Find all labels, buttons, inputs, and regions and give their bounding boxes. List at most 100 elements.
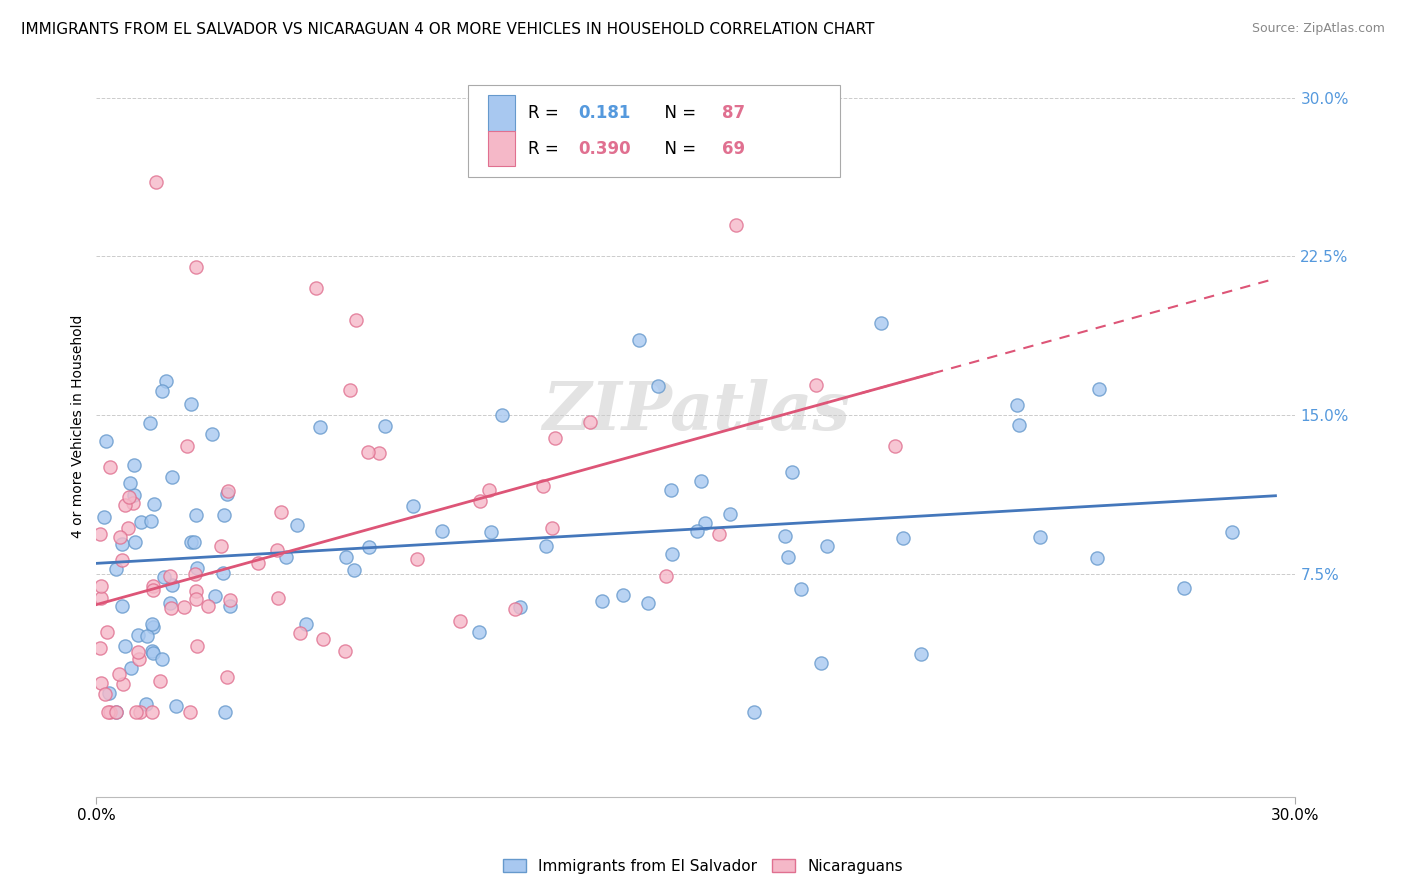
Point — [184, 566, 207, 581]
Point — [612, 588, 634, 602]
Point — [93, 687, 115, 701]
Point — [309, 420, 332, 434]
Point — [707, 527, 730, 541]
Point — [105, 705, 128, 719]
Point — [344, 313, 367, 327]
Point — [114, 498, 136, 512]
Point — [122, 458, 145, 472]
Point — [1085, 550, 1108, 565]
Point — [288, 626, 311, 640]
Point — [186, 560, 208, 574]
Point — [159, 568, 181, 582]
Point — [117, 521, 139, 535]
Point — [333, 644, 356, 658]
Point — [637, 596, 659, 610]
Point — [129, 515, 152, 529]
Point — [470, 494, 492, 508]
Text: R =: R = — [529, 140, 564, 158]
Point — [467, 624, 489, 639]
Point — [186, 260, 208, 274]
Point — [97, 686, 120, 700]
Point — [780, 465, 803, 479]
Point — [176, 439, 198, 453]
Point — [661, 548, 683, 562]
Text: 0.181: 0.181 — [578, 104, 631, 122]
Point — [374, 419, 396, 434]
Point — [655, 569, 678, 583]
Point — [219, 599, 242, 613]
Point — [718, 507, 741, 521]
FancyBboxPatch shape — [488, 95, 515, 131]
Point — [479, 524, 502, 539]
Point — [312, 632, 335, 647]
Point — [153, 570, 176, 584]
Point — [159, 596, 181, 610]
Point — [118, 475, 141, 490]
FancyBboxPatch shape — [468, 85, 839, 178]
Point — [1005, 398, 1028, 412]
Point — [108, 530, 131, 544]
Text: N =: N = — [654, 104, 702, 122]
Point — [815, 539, 838, 553]
Point — [122, 496, 145, 510]
Point — [111, 537, 134, 551]
Point — [173, 600, 195, 615]
Point — [136, 629, 159, 643]
Point — [534, 539, 557, 553]
Point — [742, 705, 765, 719]
Point — [212, 566, 235, 581]
Point — [724, 218, 747, 232]
Point — [90, 591, 112, 605]
Point — [776, 549, 799, 564]
Point — [142, 579, 165, 593]
Point — [90, 675, 112, 690]
Text: IMMIGRANTS FROM EL SALVADOR VS NICARAGUAN 4 OR MORE VEHICLES IN HOUSEHOLD CORREL: IMMIGRANTS FROM EL SALVADOR VS NICARAGUA… — [21, 22, 875, 37]
Point — [98, 705, 121, 719]
Point — [266, 543, 288, 558]
Point — [124, 535, 146, 549]
Point — [274, 550, 297, 565]
Point — [112, 677, 135, 691]
Point — [89, 641, 111, 656]
Point — [179, 705, 201, 719]
Point — [127, 628, 149, 642]
Point — [141, 514, 163, 528]
Point — [141, 705, 163, 719]
Point — [135, 697, 157, 711]
Point — [773, 529, 796, 543]
Point — [449, 615, 471, 629]
Point — [184, 508, 207, 523]
Point — [541, 521, 564, 535]
Point — [186, 639, 208, 653]
Point — [1007, 418, 1029, 433]
Point — [689, 474, 711, 488]
Point — [128, 645, 150, 659]
Point — [201, 426, 224, 441]
Point — [150, 651, 173, 665]
Point — [217, 484, 239, 499]
Point — [804, 378, 827, 392]
Point — [124, 488, 146, 502]
Point — [357, 445, 380, 459]
Point — [295, 616, 318, 631]
Text: R =: R = — [529, 104, 564, 122]
Point — [1088, 382, 1111, 396]
Point — [160, 577, 183, 591]
Point — [143, 497, 166, 511]
Point — [628, 333, 651, 347]
Point — [98, 460, 121, 475]
Point — [884, 439, 907, 453]
Point — [142, 646, 165, 660]
Point — [180, 535, 202, 549]
Point — [110, 553, 132, 567]
Text: ZIPatlas: ZIPatlas — [541, 378, 849, 443]
Point — [89, 526, 111, 541]
Point — [659, 483, 682, 497]
Point — [869, 316, 891, 330]
Point — [686, 524, 709, 538]
Point — [214, 705, 236, 719]
Point — [159, 601, 181, 615]
Point — [150, 384, 173, 399]
Point — [544, 432, 567, 446]
Point — [108, 667, 131, 681]
